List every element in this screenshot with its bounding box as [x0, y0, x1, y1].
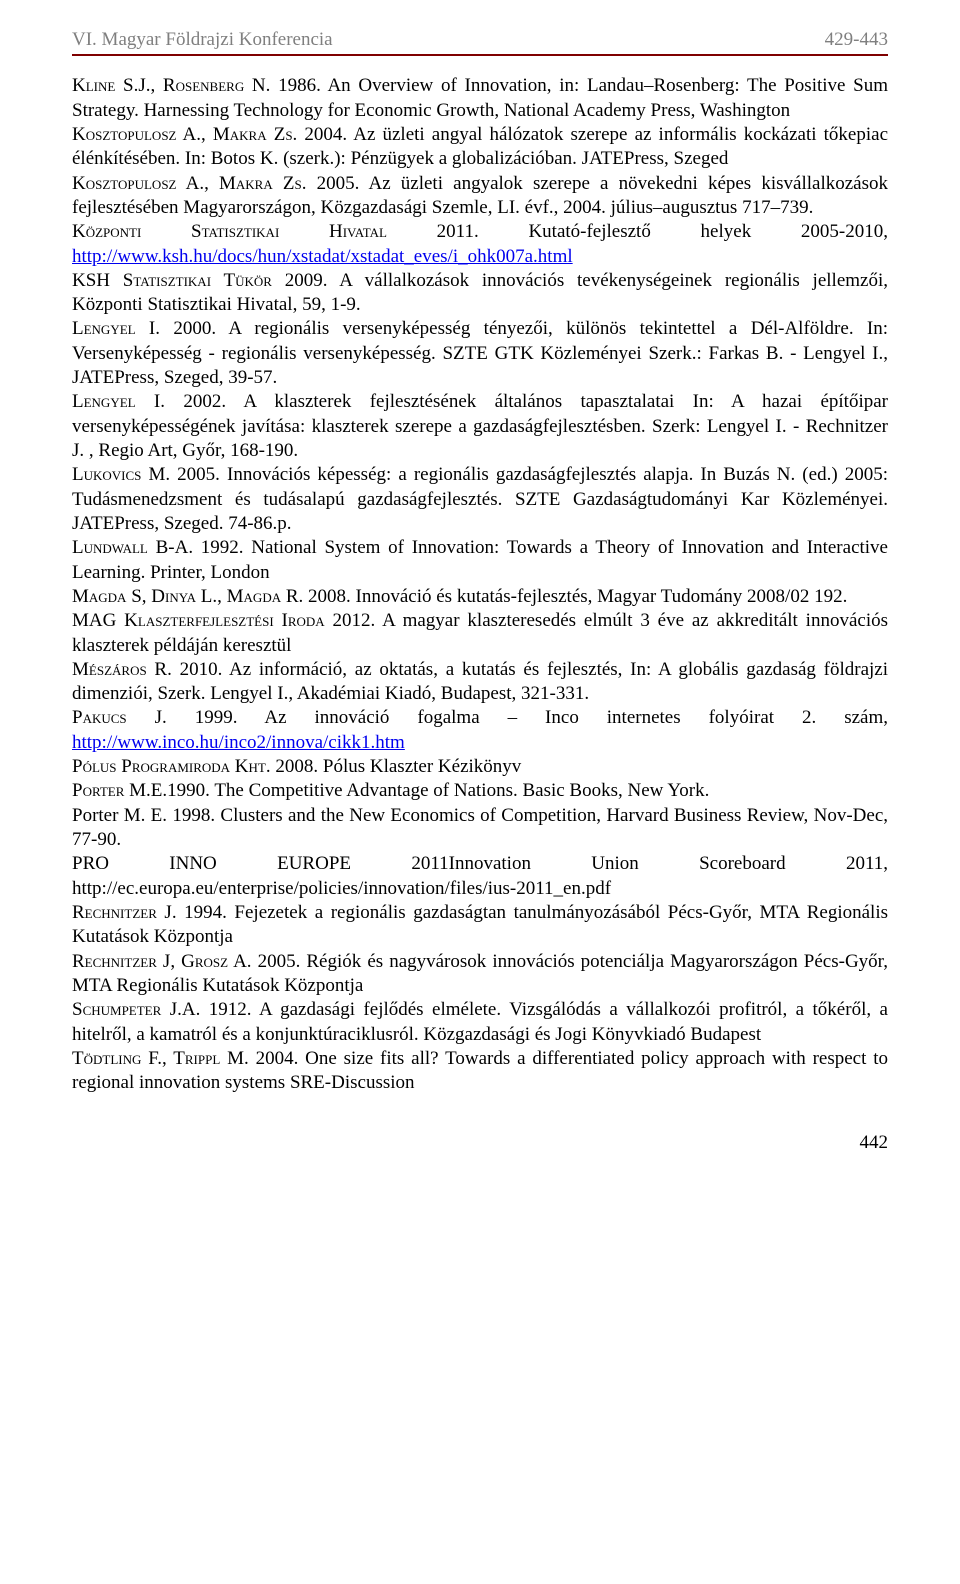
reference-link[interactable]: http://www.ksh.hu/docs/hun/xstadat/xstad… — [72, 246, 573, 267]
reference-author: Kosztopulosz A., Makra Zs. — [72, 124, 297, 145]
reference-entry: Mészáros R. 2010. Az információ, az okta… — [72, 658, 888, 707]
reference-author: Mészáros R. — [72, 659, 172, 680]
header-right: 429-443 — [825, 28, 888, 52]
reference-text: 1994. Fejezetek a regionális gazdaságtan… — [72, 902, 888, 947]
reference-entry: Porter M. E. 1998. Clusters and the New … — [72, 804, 888, 853]
header-rule — [72, 54, 888, 56]
reference-text: 2008. Pólus Klaszter Kézikönyv — [271, 756, 522, 777]
reference-author: Pakucs J. — [72, 707, 167, 728]
reference-text: 2000. A regionális versenyképesség ténye… — [72, 318, 888, 388]
reference-author: Magda S, Dinya L., Magda R. — [72, 586, 303, 607]
reference-entry: Kosztopulosz A., Makra Zs. 2004. Az üzle… — [72, 123, 888, 172]
reference-entry: Pakucs J. 1999. Az innováció fogalma – I… — [72, 706, 888, 755]
header-left: VI. Magyar Földrajzi Konferencia — [72, 28, 333, 52]
reference-author: Kosztopulosz A., Makra Zs. — [72, 173, 306, 194]
reference-author: Porter M.E. — [72, 780, 167, 801]
reference-entry: Rechnitzer J. 1994. Fejezetek a regionál… — [72, 901, 888, 950]
reference-entry: KSH Statisztikai Tükör 2009. A vállalkoz… — [72, 269, 888, 318]
reference-author: Lukovics M. — [72, 464, 170, 485]
reference-author: Lengyel I. — [72, 391, 165, 412]
reference-entry: Lundwall B-A. 1992. National System of I… — [72, 536, 888, 585]
reference-author: MAG Klaszterfejlesztési Iroda — [72, 610, 325, 631]
reference-author: Központi Statisztikai Hivatal — [72, 221, 387, 242]
reference-entry: Magda S, Dinya L., Magda R. 2008. Innová… — [72, 585, 888, 609]
reference-entry: Lengyel I. 2000. A regionális versenykép… — [72, 317, 888, 390]
reference-text: 2011. Kutató-fejlesztő helyek 2005-2010, — [387, 221, 888, 242]
running-header: VI. Magyar Földrajzi Konferencia 429-443 — [72, 28, 888, 52]
reference-entry: Porter M.E.1990. The Competitive Advanta… — [72, 779, 888, 803]
reference-entry: Rechnitzer J, Grosz A. 2005. Régiók és n… — [72, 950, 888, 999]
reference-link[interactable]: http://www.inco.hu/inco2/innova/cikk1.ht… — [72, 732, 405, 753]
reference-author: Schumpeter J.A. — [72, 999, 200, 1020]
reference-author: Tödtling F., Trippl M. — [72, 1048, 249, 1069]
reference-entry: MAG Klaszterfejlesztési Iroda 2012. A ma… — [72, 609, 888, 658]
reference-entry: Kline S.J., Rosenberg N. 1986. An Overvi… — [72, 74, 888, 123]
reference-author: Rechnitzer J. — [72, 902, 177, 923]
reference-author: Kline S.J., Rosenberg N. — [72, 75, 270, 96]
reference-entry: Schumpeter J.A. 1912. A gazdasági fejlőd… — [72, 998, 888, 1047]
reference-text: 2010. Az információ, az oktatás, a kutat… — [72, 659, 888, 704]
reference-author: Lundwall B-A. — [72, 537, 193, 558]
reference-text: 1990. The Competitive Advantage of Natio… — [167, 780, 709, 801]
reference-text: 2002. A klaszterek fejlesztésének általá… — [72, 391, 888, 461]
reference-entry: Lengyel I. 2002. A klaszterek fejlesztés… — [72, 390, 888, 463]
reference-entry: Kosztopulosz A., Makra Zs. 2005. Az üzle… — [72, 172, 888, 221]
reference-author: Rechnitzer J, Grosz A. — [72, 951, 252, 972]
reference-entry: Tödtling F., Trippl M. 2004. One size fi… — [72, 1047, 888, 1096]
reference-text: 2008. Innováció és kutatás-fejlesztés, M… — [303, 586, 847, 607]
page-number: 442 — [72, 1131, 888, 1155]
reference-text: 1992. National System of Innovation: Tow… — [72, 537, 888, 582]
reference-text: 1999. Az innováció fogalma – Inco intern… — [167, 707, 888, 728]
reference-text: PRO INNO EUROPE 2011Innovation Union Sco… — [72, 853, 888, 898]
reference-entry: Központi Statisztikai Hivatal 2011. Kuta… — [72, 220, 888, 269]
reference-entry: Pólus Programiroda Kht. 2008. Pólus Klas… — [72, 755, 888, 779]
reference-entry: PRO INNO EUROPE 2011Innovation Union Sco… — [72, 852, 888, 901]
reference-text: 2005. Innovációs képesség: a regionális … — [72, 464, 888, 534]
reference-author: KSH Statisztikai Tükör — [72, 270, 272, 291]
references-list: Kline S.J., Rosenberg N. 1986. An Overvi… — [72, 74, 888, 1095]
reference-author: Pólus Programiroda Kht. — [72, 756, 271, 777]
reference-text: Porter M. E. 1998. Clusters and the New … — [72, 805, 888, 850]
reference-author: Lengyel I. — [72, 318, 160, 339]
reference-entry: Lukovics M. 2005. Innovációs képesség: a… — [72, 463, 888, 536]
